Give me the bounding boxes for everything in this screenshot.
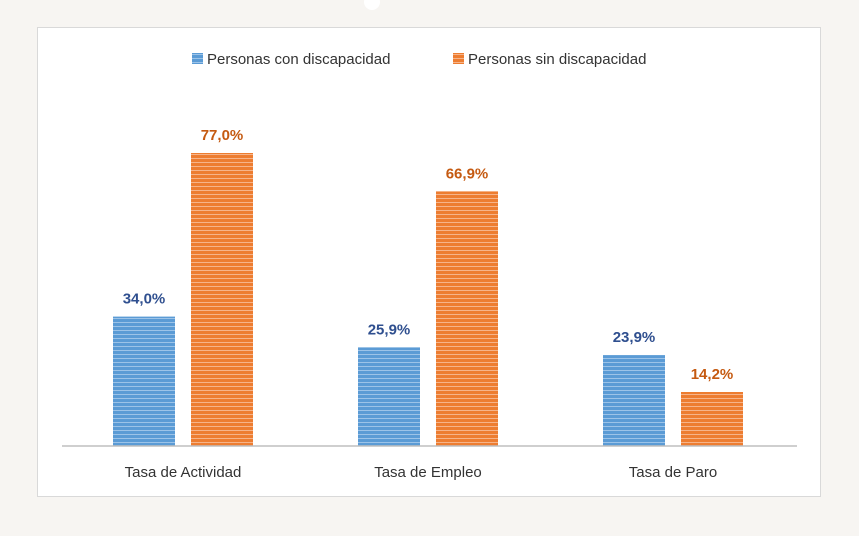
bar-series-0-cat-2 bbox=[603, 355, 665, 446]
x-tick-label-2: Tasa de Paro bbox=[629, 464, 717, 481]
legend-swatch-series-1 bbox=[453, 53, 464, 64]
legend: Personas con discapacidad Personas sin d… bbox=[192, 51, 646, 68]
bar-series-1-cat-2 bbox=[681, 392, 743, 446]
legend-swatch-series-0 bbox=[192, 53, 203, 64]
data-label-series-1-cat-1: 66,9% bbox=[446, 165, 489, 182]
decorative-dot bbox=[364, 0, 380, 10]
bar-series: 34,0% 25,9% 23,9% 77,0% 66,9% 14,2% bbox=[113, 127, 743, 446]
bar-series-0-cat-0 bbox=[113, 316, 175, 446]
bar-series-0-cat-1 bbox=[358, 347, 420, 446]
data-label-series-1-cat-2: 14,2% bbox=[691, 366, 734, 383]
x-tick-label-1: Tasa de Empleo bbox=[374, 464, 482, 481]
x-tick-label-0: Tasa de Actividad bbox=[125, 464, 242, 481]
bar-series-1-cat-0 bbox=[191, 153, 253, 446]
legend-label-series-1: Personas sin discapacidad bbox=[468, 51, 646, 68]
legend-label-series-0: Personas con discapacidad bbox=[207, 51, 390, 68]
bar-series-1-cat-1 bbox=[436, 191, 498, 446]
data-label-series-0-cat-2: 23,9% bbox=[613, 329, 656, 346]
data-label-series-0-cat-0: 34,0% bbox=[123, 291, 166, 308]
data-label-series-0-cat-1: 25,9% bbox=[368, 321, 411, 338]
x-axis-tick-labels: Tasa de Actividad Tasa de Empleo Tasa de… bbox=[125, 464, 718, 481]
data-label-series-1-cat-0: 77,0% bbox=[201, 127, 244, 144]
